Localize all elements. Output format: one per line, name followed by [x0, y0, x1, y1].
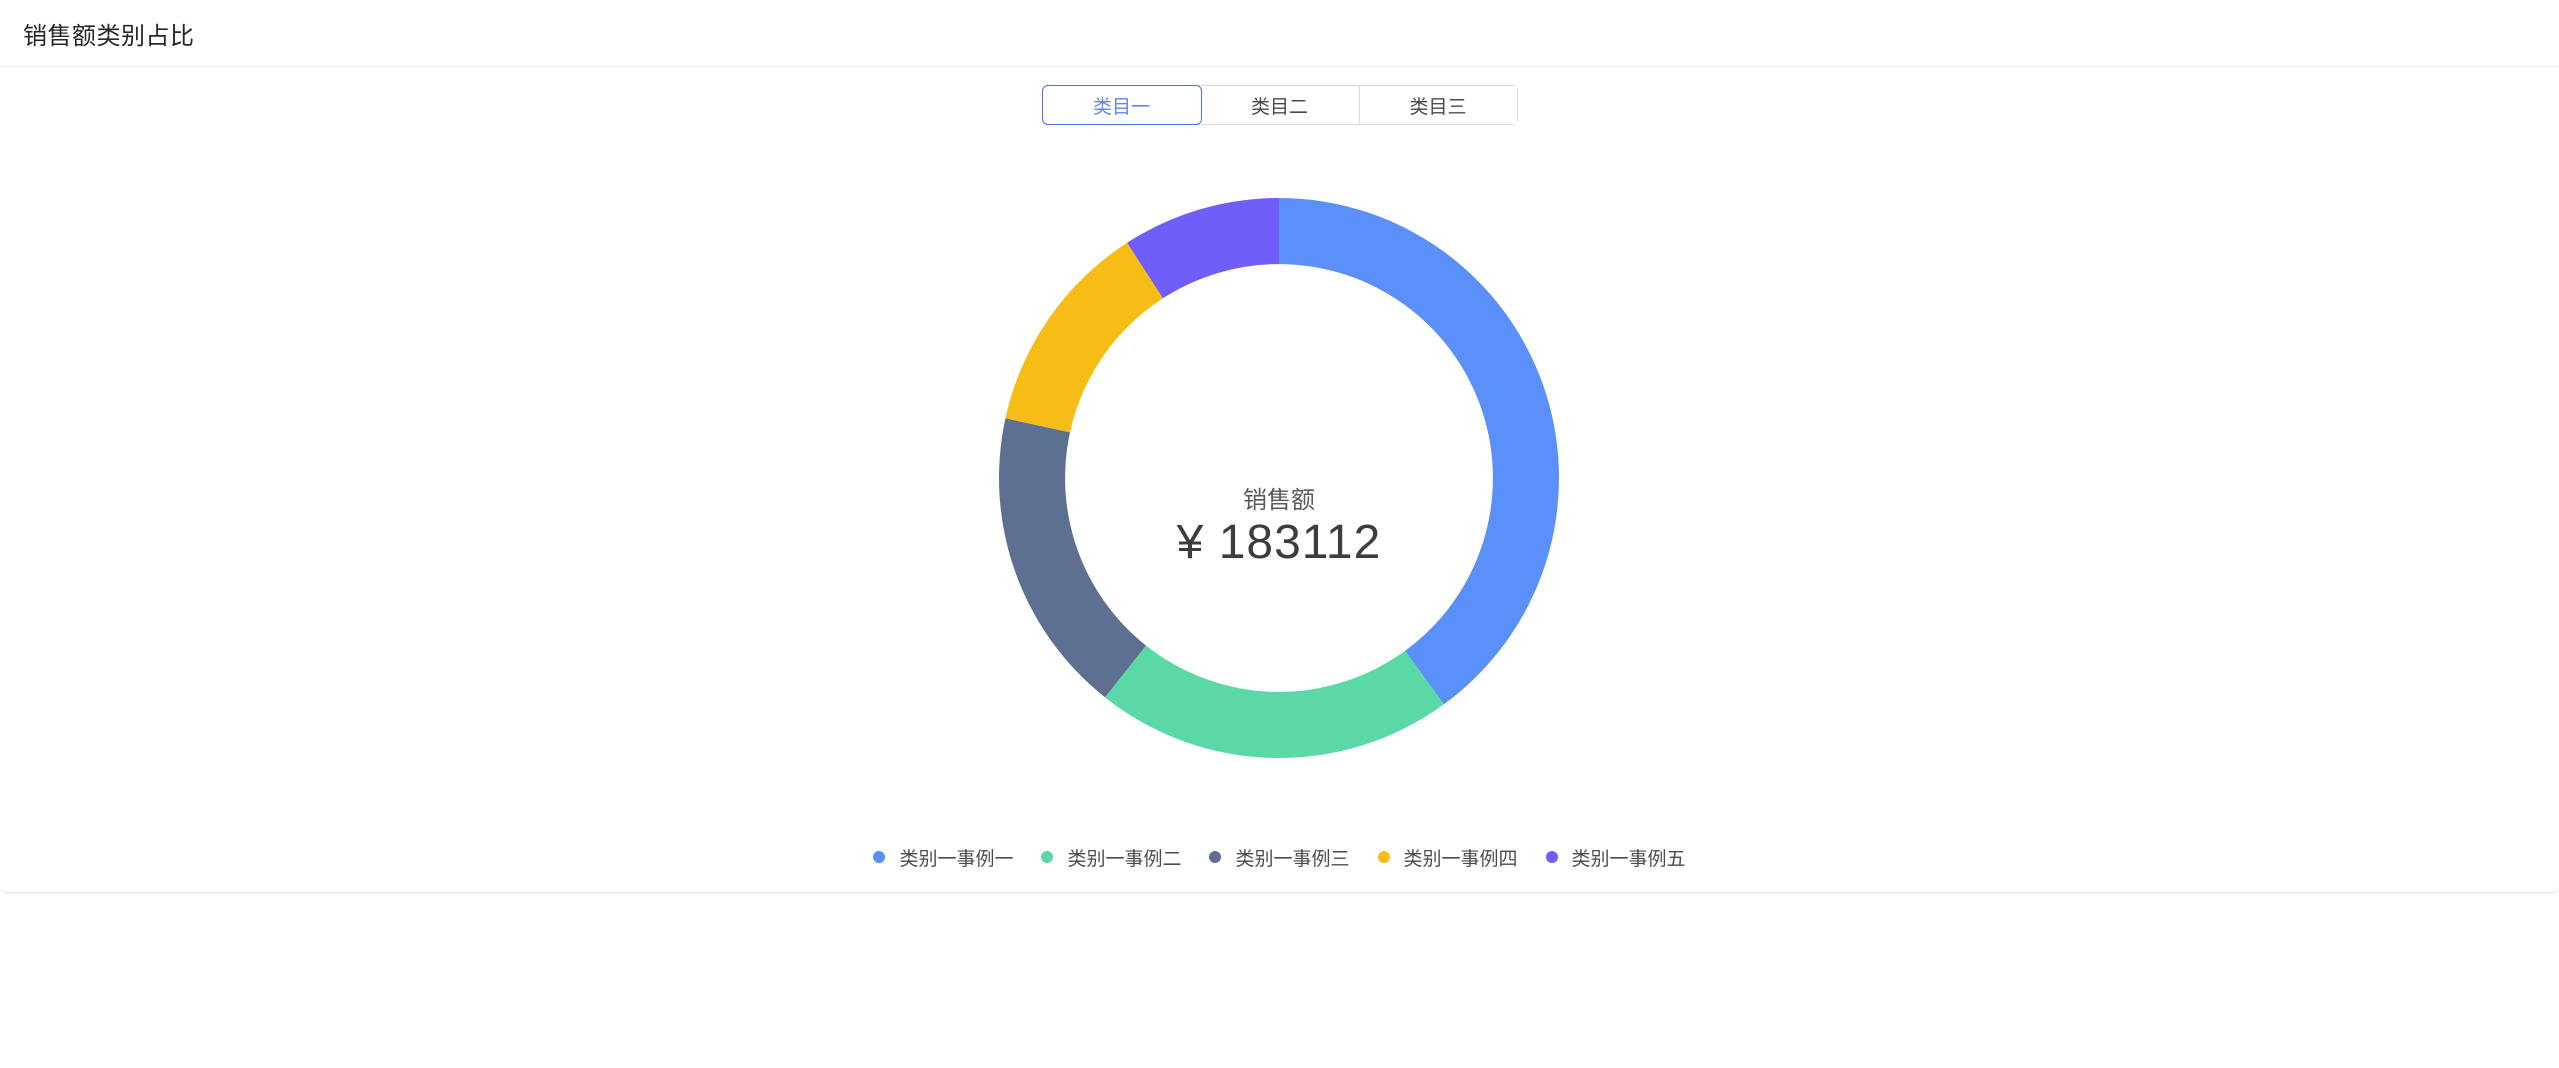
chart-legend: 类别一事例一 类别一事例二 类别一事例三 类别一事例四 类别一事例五	[0, 843, 2559, 871]
legend-label: 类别一事例五	[1571, 848, 1686, 870]
legend-item-类别一事例四[interactable]: 类别一事例四	[1377, 844, 1518, 871]
donut-slice-类别一事例四[interactable]	[1005, 242, 1163, 433]
tab-category-1[interactable]: 类目一	[1041, 85, 1202, 125]
donut-chart: 销售额 ¥ 183112	[999, 198, 1559, 758]
tab-row: 类目一 类目二 类目三	[0, 85, 2559, 125]
legend-dot-icon	[1209, 851, 1222, 863]
legend-item-类别一事例二[interactable]: 类别一事例二	[1041, 844, 1181, 871]
category-tab-group: 类目一 类目二 类目三	[1041, 85, 1518, 125]
legend-dot-icon	[1545, 851, 1558, 863]
tab-category-3[interactable]: 类目三	[1358, 86, 1517, 124]
legend-dot-icon	[1377, 851, 1390, 863]
donut-svg	[999, 198, 1559, 758]
donut-slice-类别一事例三[interactable]	[999, 418, 1147, 698]
donut-slice-类别一事例五[interactable]	[1127, 198, 1279, 299]
donut-slice-类别一事例一[interactable]	[1279, 198, 1559, 705]
legend-label: 类别一事例四	[1403, 848, 1518, 870]
chart-card: 类目一 类目二 类目三 销售额 ¥ 183112 类别一事例一 类别一事例二 类别一事例…	[0, 67, 2559, 893]
legend-item-类别一事例五[interactable]: 类别一事例五	[1545, 844, 1686, 871]
page-header: 销售额类别占比	[0, 0, 2559, 67]
legend-item-类别一事例三[interactable]: 类别一事例三	[1209, 844, 1350, 871]
tab-category-2[interactable]: 类目二	[1200, 86, 1359, 124]
legend-item-类别一事例一[interactable]: 类别一事例一	[873, 844, 1013, 871]
legend-label: 类别一事例二	[1067, 848, 1182, 870]
page-title: 销售额类别占比	[23, 22, 195, 50]
legend-label: 类别一事例一	[899, 848, 1014, 870]
legend-dot-icon	[1041, 851, 1054, 863]
legend-dot-icon	[873, 851, 886, 863]
legend-label: 类别一事例三	[1235, 848, 1350, 870]
donut-slice-类别一事例二[interactable]	[1104, 645, 1444, 758]
